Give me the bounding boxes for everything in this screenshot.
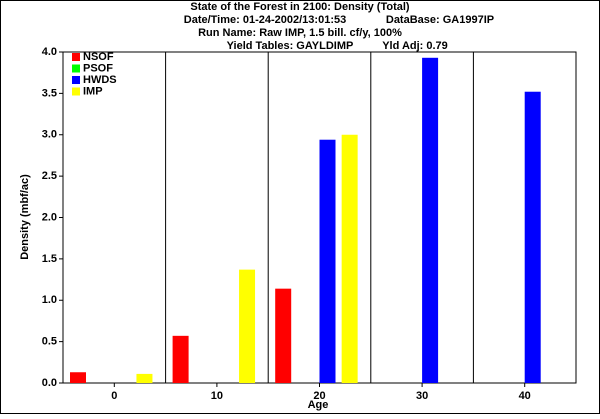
bar xyxy=(172,335,189,383)
subtitle: Yld Adj: 0.79 xyxy=(382,40,448,52)
bar xyxy=(341,134,358,383)
legend-swatch xyxy=(72,87,80,96)
y-tick-label: 2.5 xyxy=(42,170,57,182)
x-tick-label: 10 xyxy=(211,390,223,402)
y-tick-label: 1.5 xyxy=(42,253,57,265)
subtitle: Run Name: Raw IMP, 1.5 bill. cf/y, 100% xyxy=(198,27,402,39)
y-tick-label: 0.0 xyxy=(42,377,57,389)
y-tick-label: 0.5 xyxy=(42,336,57,348)
legend-label: NSOF xyxy=(83,51,114,63)
bar xyxy=(319,139,336,383)
y-tick-label: 2.0 xyxy=(42,211,57,223)
y-tick-label: 3.5 xyxy=(42,87,57,99)
bar xyxy=(136,373,153,383)
x-tick-label: 30 xyxy=(416,390,428,402)
bar xyxy=(70,372,86,383)
y-tick-label: 3.0 xyxy=(42,129,57,141)
y-tick-label: 4.0 xyxy=(42,46,57,58)
y-axis-label: Density (mbf/ac) xyxy=(19,174,31,260)
bar xyxy=(524,91,541,383)
legend-label: HWDS xyxy=(83,74,117,86)
subtitle: Date/Time: 01-24-2002/13:01:53 xyxy=(184,14,346,26)
y-tick-label: 1.0 xyxy=(42,294,57,306)
x-tick-label: 40 xyxy=(519,390,531,402)
x-axis-label: Age xyxy=(308,399,329,411)
chart-title: State of the Forest in 2100: Density (To… xyxy=(190,1,410,13)
bar xyxy=(422,57,439,383)
subtitle: Yield Tables: GAYLDIMP xyxy=(227,40,354,52)
x-tick-label: 0 xyxy=(111,390,117,402)
bar xyxy=(239,269,256,383)
bar xyxy=(275,288,292,383)
legend-label: IMP xyxy=(83,85,103,97)
legend-label: PSOF xyxy=(83,62,113,74)
legend-swatch xyxy=(72,76,80,84)
subtitle: DataBase: GA1997IP xyxy=(386,14,494,26)
x-tick-label: 20 xyxy=(313,390,325,402)
legend-swatch xyxy=(72,53,80,61)
legend-swatch xyxy=(72,64,80,73)
